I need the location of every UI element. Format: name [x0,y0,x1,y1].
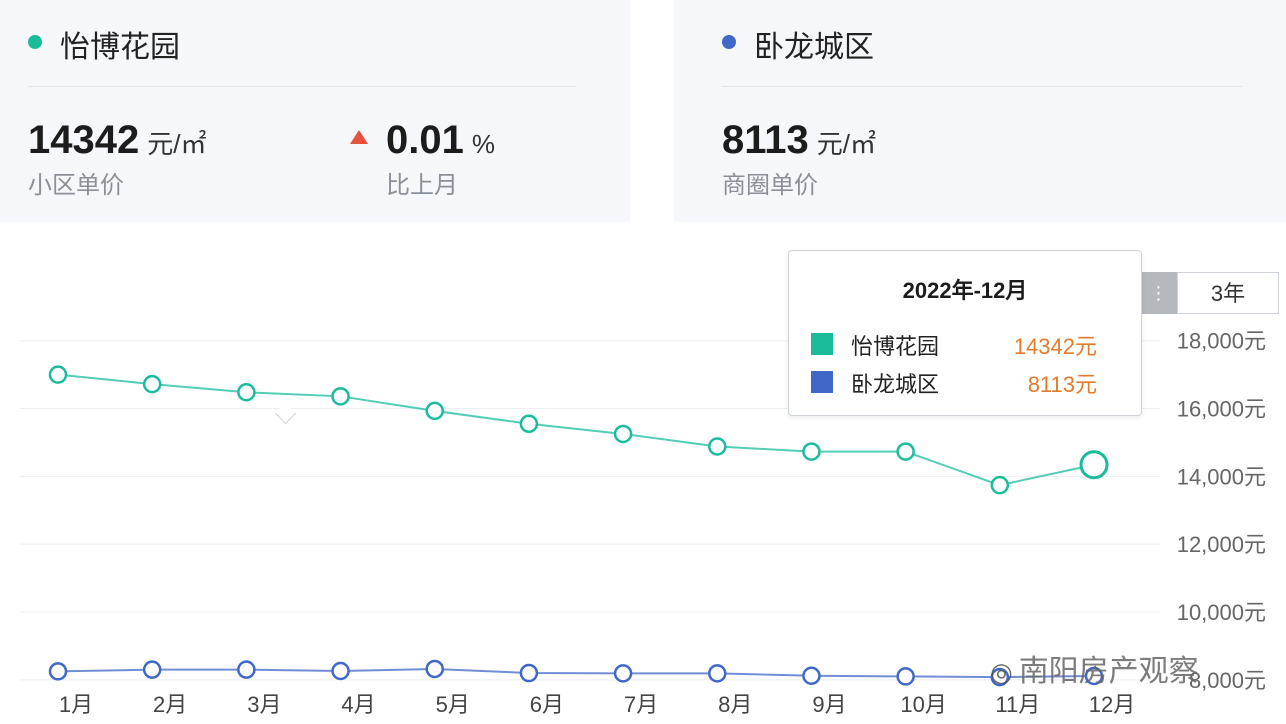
right-card-divider [722,86,1242,87]
data-point [425,659,444,679]
x-tick-label: 1月 [59,692,93,717]
data-point [613,664,633,683]
left-card-divider [28,86,576,87]
y-tick-label: 18,000元 [1177,329,1266,354]
data-point [48,365,68,384]
data-point [1079,450,1109,480]
legend-swatch-yibo [811,333,833,355]
data-point [708,664,727,683]
change-unit: % [471,129,495,159]
tooltip-series-value: 14342元 [1013,334,1097,359]
range-3y-button[interactable]: 3年 [1177,272,1279,314]
data-point [48,662,68,681]
right-price-value: 8113 [722,118,809,162]
change-value: 0.01 [386,118,464,162]
data-point [896,667,915,686]
data-point [142,660,162,679]
y-tick-label: 12,000元 [1177,532,1266,557]
tooltip-series-value: 8113元 [1027,372,1097,397]
series-dot-right [722,35,736,49]
left-price-label: 小区单价 [28,172,124,199]
left-summary-card: 怡博花园 14342 元/㎡ 小区单价 0.01% 比上月 [0,0,630,222]
x-tick-label: 2月 [153,692,187,717]
change-label: 比上月 [386,172,458,199]
y-tick-label: 8,000元 [1189,668,1266,693]
x-tick-label: 12月 [1089,692,1135,717]
data-point [802,442,821,461]
range-grip-icon[interactable]: ⋮ [1140,272,1177,314]
watermark-text: 南阳房产观察 [1018,655,1199,688]
right-price-unit: 元/㎡ [816,129,877,159]
x-tick-label: 7月 [624,692,658,717]
x-tick-label: 8月 [718,692,752,717]
left-price-metric: 14342 元/㎡ 小区单价 [28,118,206,200]
x-tick-label: 10月 [900,692,946,717]
change-metric: 0.01% 比上月 [386,118,495,200]
data-point [237,660,256,679]
tooltip-series-name: 怡博花园 [851,334,940,359]
left-price-value: 14342 [28,118,140,162]
data-point [331,661,350,681]
x-tick-label: 9月 [812,692,846,717]
x-tick-label: 11月 [995,692,1040,717]
x-tick-label: 5月 [436,692,470,717]
y-tick-label: 14,000元 [1177,464,1266,489]
right-summary-card: 卧龙城区 8113 元/㎡ 商圈单价 [674,0,1286,222]
series-dot-left [28,35,42,49]
data-point [708,437,727,456]
y-tick-label: 10,000元 [1177,600,1266,625]
series-line [57,373,1095,487]
legend-swatch-wolong [811,371,833,393]
left-card-title: 怡博花园 [60,31,180,64]
tooltip-series-name: 卧龙城区 [851,372,940,397]
x-tick-label: 4月 [341,692,375,717]
up-arrow-icon [350,130,368,144]
tooltip-title: 2022年-12月 [902,278,1028,303]
chart-tooltip: 2022年-12月 怡博花园 14342元 卧龙城区 8113元 [788,250,1142,416]
data-point [519,414,539,434]
data-point [425,401,444,421]
right-card-title: 卧龙城区 [754,31,874,64]
data-point [237,382,256,402]
data-point [519,663,539,683]
y-tick-label: 16,000元 [1177,397,1266,422]
data-point [331,387,350,406]
data-point [142,374,162,394]
data-point [896,442,915,461]
data-point [990,667,1010,687]
left-price-unit: 元/㎡ [147,129,207,159]
right-price-metric: 8113 元/㎡ 商圈单价 [722,118,876,200]
x-tick-label: 3月 [247,692,281,717]
data-point [613,424,633,444]
right-price-label: 商圈单价 [722,172,818,199]
data-point [802,666,821,686]
watermark: ◎ 南阳房产观察 [990,646,1199,690]
wechat-icon: ◎ [990,657,1013,687]
x-tick-label: 6月 [530,692,564,717]
data-point [990,475,1010,495]
data-point [1084,666,1104,686]
series-line [57,667,1095,679]
